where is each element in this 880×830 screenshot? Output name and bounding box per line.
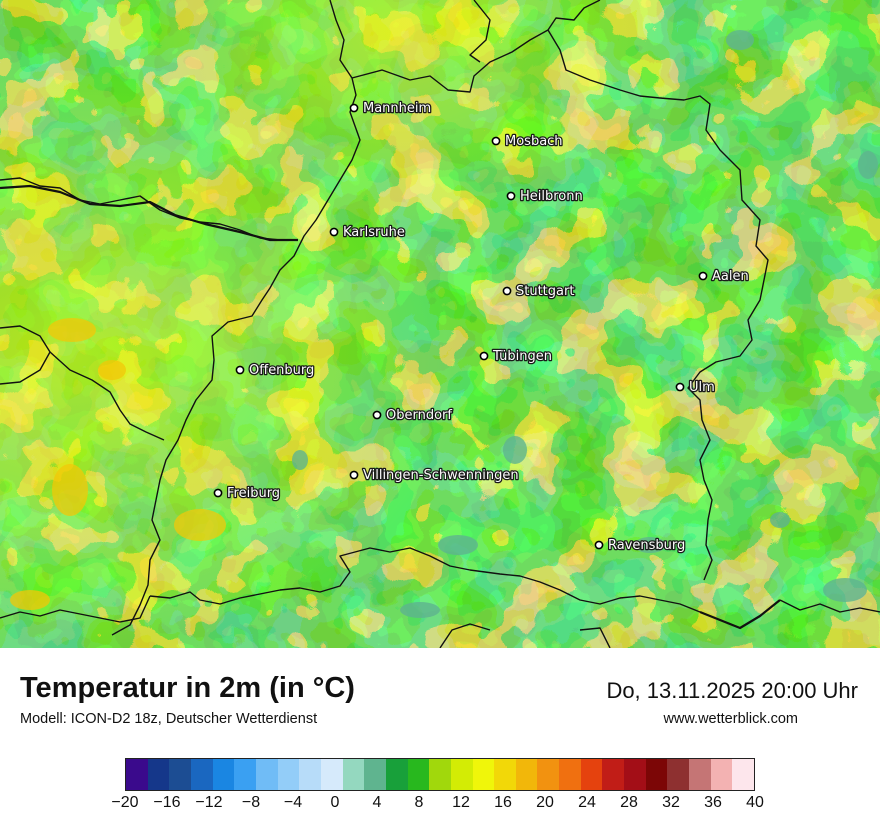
city-label: Tübingen	[492, 349, 552, 364]
legend-footer: Temperatur in 2m (in °C) Modell: ICON-D2…	[0, 648, 880, 830]
city-dot	[698, 271, 708, 281]
city-mannheim: Mannheim	[349, 100, 432, 117]
color-scale-tick-label: −4	[283, 794, 303, 811]
city-label: Stuttgart	[516, 284, 574, 299]
color-scale-swatch	[624, 759, 646, 790]
city-label: Karlsruhe	[343, 225, 405, 240]
city-mosbach: Mosbach	[491, 133, 564, 150]
city-dot	[349, 103, 359, 113]
color-scale-tick-label: 4	[372, 794, 382, 811]
city-t-bingen: Tübingen	[479, 348, 553, 365]
color-scale-tick-label: 40	[746, 794, 764, 811]
forecast-datetime: Do, 13.11.2025 20:00 Uhr	[606, 678, 858, 703]
color-scale-tick-label: 16	[494, 794, 512, 811]
temperature-field: Mannheim Mosbach Heilbronn Karlsruhe Aalen St…	[0, 0, 880, 648]
city-label: Freiburg	[227, 486, 280, 501]
cool-patches	[292, 30, 878, 618]
color-scale-swatch	[212, 759, 235, 790]
color-scale	[125, 758, 755, 791]
color-scale-swatch	[667, 759, 690, 790]
city-stuttgart: Stuttgart	[502, 283, 576, 300]
color-scale-tick-label: 12	[452, 794, 470, 811]
color-scale-swatch	[407, 759, 430, 790]
color-scale-tick-label: 20	[536, 794, 554, 811]
color-scale-swatch	[732, 759, 755, 790]
city-label: Ravensburg	[608, 538, 685, 553]
city-label: Heilbronn	[520, 189, 583, 204]
city-dot	[675, 382, 685, 392]
city-label: Ulm	[689, 380, 715, 395]
model-info: Modell: ICON-D2 18z, Deutscher Wetterdie…	[20, 711, 318, 727]
city-villingen-schwenningen: Villingen-Schwenningen	[349, 467, 520, 484]
color-scale-swatch	[169, 759, 191, 790]
color-scale-swatch	[320, 759, 343, 790]
color-scale-tick-label: 0	[330, 794, 340, 811]
color-scale-swatch	[234, 759, 256, 790]
city-markers: Mannheim Mosbach Heilbronn Karlsruhe Aalen St…	[213, 100, 750, 554]
color-scale-tick-label: 28	[620, 794, 638, 811]
city-dot	[329, 227, 339, 237]
country-borders	[0, 184, 781, 630]
city-dot	[213, 488, 223, 498]
city-dot	[594, 540, 604, 550]
color-scale-tick-label: 8	[414, 794, 424, 811]
color-scale-swatch	[342, 759, 365, 790]
color-scale-swatch	[277, 759, 300, 790]
city-dot	[235, 365, 245, 375]
city-dot	[479, 351, 489, 361]
city-dot	[506, 191, 516, 201]
color-scale-swatch	[364, 759, 386, 790]
warm-patches	[10, 318, 226, 610]
color-scale-ticks: −20 −16 −12 −8 −4 0 4 8 12 16 20 24 28 32 36 40	[111, 794, 763, 818]
color-scale-tick-label: 36	[704, 794, 722, 811]
city-ulm: Ulm	[675, 379, 716, 396]
color-scale-swatch	[126, 759, 148, 790]
source-url: www.wetterblick.com	[663, 711, 798, 727]
city-label: Villingen-Schwenningen	[363, 468, 519, 483]
color-scale-tick-label: −12	[195, 794, 223, 811]
city-heilbronn: Heilbronn	[506, 188, 584, 205]
color-scale-swatch	[710, 759, 733, 790]
city-oberndorf: Oberndorf	[372, 407, 454, 424]
color-scale-swatch	[645, 759, 668, 790]
warm-north-overlay	[0, 0, 880, 648]
city-label: Aalen	[712, 269, 749, 284]
color-scale-swatch	[385, 759, 408, 790]
color-scale-swatch	[147, 759, 170, 790]
color-scale-tick-label: 24	[578, 794, 596, 811]
color-scale-swatch	[689, 759, 711, 790]
city-dot	[502, 286, 512, 296]
color-scale-tick-label: −8	[241, 794, 261, 811]
color-scale-swatch	[602, 759, 625, 790]
city-karlsruhe: Karlsruhe	[329, 224, 406, 241]
color-scale-swatch	[450, 759, 473, 790]
color-scale-swatch	[429, 759, 451, 790]
color-scale-tick-label: −20	[111, 794, 139, 811]
city-ravensburg: Ravensburg	[594, 537, 687, 554]
color-scale-swatch	[494, 759, 516, 790]
city-dot	[349, 470, 359, 480]
city-label: Mannheim	[363, 101, 431, 116]
city-offenburg: Offenburg	[235, 362, 316, 379]
city-label: Oberndorf	[386, 408, 452, 423]
color-scale-swatch	[190, 759, 213, 790]
color-scale-tick-label: 32	[662, 794, 680, 811]
temperature-map: Mannheim Mosbach Heilbronn Karlsruhe Aalen St…	[0, 0, 880, 648]
color-scale-swatch	[559, 759, 581, 790]
city-dot	[491, 136, 501, 146]
city-freiburg: Freiburg	[213, 485, 281, 502]
color-scale-swatch	[299, 759, 321, 790]
color-scale-swatch	[580, 759, 603, 790]
color-scale-swatch	[515, 759, 538, 790]
city-aalen: Aalen	[698, 268, 750, 285]
color-scale-tick-label: −16	[153, 794, 181, 811]
color-scale-swatch	[472, 759, 495, 790]
color-scale-swatch	[537, 759, 560, 790]
city-label: Offenburg	[249, 363, 314, 378]
city-label: Mosbach	[505, 134, 563, 149]
map-title: Temperatur in 2m (in °C)	[20, 672, 355, 704]
city-dot	[372, 410, 382, 420]
color-scale-swatch	[255, 759, 278, 790]
